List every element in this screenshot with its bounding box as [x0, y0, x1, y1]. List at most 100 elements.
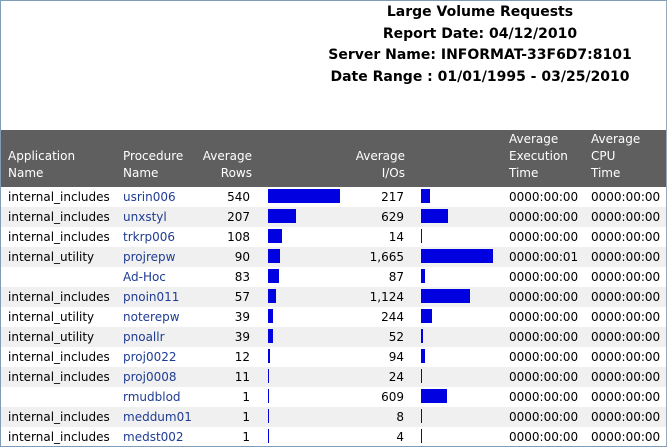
procedure-link[interactable]: rmudblod — [123, 390, 181, 404]
avg-rows-bar — [268, 289, 276, 303]
avg-ios-bar — [421, 329, 423, 343]
avg-exec-time-value: 0000:00:00 — [509, 390, 579, 404]
avg-rows-value: 83 — [234, 270, 250, 284]
application-name: internal_includes — [8, 350, 110, 364]
procedure-link[interactable]: Ad-Hoc — [123, 270, 166, 284]
avg-cpu-time-value: 0000:00:00 — [591, 430, 661, 444]
avg-ios-bar — [421, 249, 493, 263]
avg-rows-value: 12 — [234, 350, 250, 364]
col-header-avg-rows: Average Rows — [202, 149, 252, 180]
avg-cpu-time-value: 0000:00:00 — [591, 370, 661, 384]
procedure-link[interactable]: pnoin011 — [123, 290, 180, 304]
avg-cpu-time-value: 0000:00:00 — [591, 270, 661, 284]
avg-ios-value: 244 — [381, 310, 404, 324]
avg-ios-value: 1,665 — [369, 250, 404, 264]
avg-rows-bar — [268, 269, 279, 283]
avg-cpu-time-value: 0000:00:00 — [591, 330, 661, 344]
report-header: Large Volume Requests Report Date: 04/12… — [320, 2, 640, 88]
avg-rows-bar — [268, 329, 273, 343]
avg-ios-bar — [421, 269, 425, 283]
avg-rows-value: 207 — [227, 210, 250, 224]
avg-rows-bar — [268, 409, 269, 423]
procedure-link[interactable]: pnoallr — [123, 330, 165, 344]
procedure-link[interactable]: trkrp006 — [123, 230, 176, 244]
table-row: internal_includes proj0008 11 24 0000:00:00 0… — [1, 367, 666, 387]
avg-cpu-time-value: 0000:00:00 — [591, 350, 661, 364]
avg-exec-time-value: 0000:00:00 — [509, 290, 579, 304]
procedure-link[interactable]: meddum01 — [123, 410, 192, 424]
table-row: internal_utility pnoallr 39 52 0000:00:00 000… — [1, 327, 666, 347]
procedure-link[interactable]: unxstyl — [123, 210, 167, 224]
avg-cpu-time-value: 0000:00:00 — [591, 390, 661, 404]
avg-ios-bar — [421, 409, 422, 423]
avg-cpu-time-value: 0000:00:00 — [591, 290, 661, 304]
col-header-application: Application Name — [8, 149, 76, 180]
col-header-avg-ios: Average I/Os — [355, 149, 405, 180]
procedure-link[interactable]: projrepw — [123, 250, 176, 264]
report-date: Report Date: 04/12/2010 — [382, 25, 578, 42]
avg-rows-value: 108 — [227, 230, 250, 244]
avg-ios-value: 8 — [396, 410, 404, 424]
avg-cpu-time-value: 0000:00:00 — [591, 210, 661, 224]
procedure-link[interactable]: noterepw — [123, 310, 180, 324]
application-name: internal_includes — [8, 430, 110, 444]
avg-exec-time-value: 0000:00:00 — [509, 430, 579, 444]
application-name: internal_utility — [8, 310, 95, 324]
avg-exec-time-value: 0000:00:00 — [509, 350, 579, 364]
table-row: rmudblod 1 609 0000:00:00 0000:00:00 — [1, 387, 666, 407]
application-name: internal_includes — [8, 290, 110, 304]
avg-rows-value: 90 — [234, 250, 250, 264]
table-row: internal_includes pnoin011 57 1,124 0000:00:… — [1, 287, 666, 307]
server-name: Server Name: INFORMAT-33F6D7:8101 — [328, 47, 632, 63]
application-name: internal_includes — [8, 230, 110, 244]
report-title: Large Volume Requests — [386, 4, 574, 20]
avg-ios-bar — [421, 189, 430, 203]
table-body: internal_includes usrin006 540 217 0000:00:0… — [1, 187, 666, 446]
avg-ios-bar — [421, 389, 447, 403]
table-row: internal_includes proj0022 12 94 0000:00:00 0… — [1, 347, 666, 367]
procedure-link[interactable]: proj0022 — [123, 350, 177, 364]
application-name: internal_utility — [8, 330, 95, 344]
application-name: internal_includes — [8, 210, 110, 224]
table-row: internal_utility projrepw 90 1,665 0000:00:0… — [1, 247, 666, 267]
application-name: internal_includes — [8, 190, 110, 204]
avg-rows-bar — [268, 189, 340, 203]
table-row: internal_utility noterepw 39 244 0000:00:00 0… — [1, 307, 666, 327]
avg-rows-bar — [268, 429, 269, 443]
table-row: internal_includes usrin006 540 217 0000:00:0… — [1, 187, 666, 207]
col-header-procedure: Procedure Name — [123, 149, 184, 180]
avg-ios-bar — [421, 369, 422, 383]
avg-rows-bar — [268, 369, 269, 383]
avg-rows-value: 39 — [234, 310, 250, 324]
avg-exec-time-value: 0000:00:00 — [509, 330, 579, 344]
avg-ios-value: 52 — [388, 330, 404, 344]
avg-rows-bar — [268, 309, 273, 323]
avg-ios-value: 629 — [381, 210, 404, 224]
avg-ios-bar — [421, 349, 425, 363]
col-header-avg-cpu-time: Average CPU Time — [591, 132, 641, 180]
table-header: Application Name Procedure Name Average … — [1, 130, 666, 187]
avg-rows-bar — [268, 229, 282, 243]
procedure-link[interactable]: medst002 — [123, 430, 184, 444]
avg-cpu-time-value: 0000:00:00 — [591, 250, 661, 264]
procedure-link[interactable]: proj0008 — [123, 370, 177, 384]
avg-rows-value: 1 — [242, 430, 250, 444]
avg-rows-value: 57 — [234, 290, 250, 304]
avg-rows-bar — [268, 249, 280, 263]
avg-exec-time-value: 0000:00:00 — [509, 230, 579, 244]
avg-cpu-time-value: 0000:00:00 — [591, 190, 661, 204]
avg-ios-value: 1,124 — [369, 290, 404, 304]
avg-rows-value: 39 — [234, 330, 250, 344]
avg-ios-bar — [421, 289, 470, 303]
avg-cpu-time-value: 0000:00:00 — [591, 230, 661, 244]
avg-exec-time-value: 0000:00:00 — [509, 210, 579, 224]
procedure-link[interactable]: usrin006 — [123, 190, 176, 204]
col-header-avg-exec-time: Average Execution Time — [509, 132, 568, 180]
avg-rows-value: 540 — [227, 190, 250, 204]
avg-exec-time-value: 0000:00:00 — [509, 410, 579, 424]
table-row: internal_includes medst002 1 4 0000:00:00 000… — [1, 427, 666, 446]
avg-rows-bar — [268, 389, 269, 403]
date-range: Date Range : 01/01/1995 - 03/25/2010 — [330, 68, 630, 85]
avg-exec-time-value: 0000:00:00 — [509, 310, 579, 324]
